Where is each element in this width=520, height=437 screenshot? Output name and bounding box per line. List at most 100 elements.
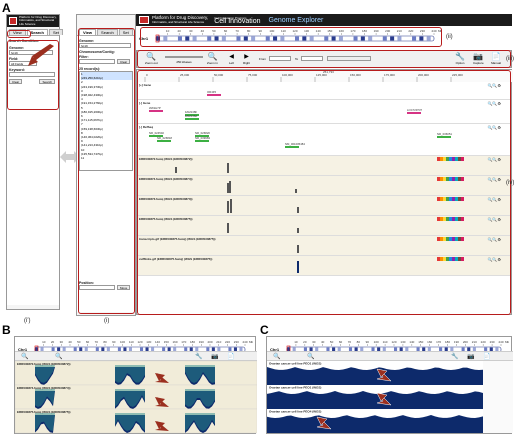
track-controls-icon[interactable]: 🔍🔍⚙ <box>487 177 501 182</box>
color-swatch[interactable] <box>446 257 449 261</box>
chromosome-list-item[interactable]: (171,115,067bp) <box>81 118 103 123</box>
color-swatch[interactable] <box>437 177 440 181</box>
color-swatch[interactable] <box>455 197 458 201</box>
zoom-in-icon[interactable]: 🔍 <box>307 354 315 360</box>
track-name[interactable]: ERR030872.fastq (WGS (ERR030872)) <box>17 362 71 366</box>
zoom-in-button[interactable]: 🔍 Zoom in <box>207 52 218 66</box>
color-swatch[interactable] <box>449 177 452 181</box>
track-controls-icon[interactable]: 🔍🔍⚙ <box>487 101 501 106</box>
gene-feature[interactable] <box>185 118 199 120</box>
color-swatch[interactable] <box>455 177 458 181</box>
color-swatch[interactable] <box>443 217 446 221</box>
chromosome-list-item[interactable]: 2 <box>81 80 83 85</box>
color-swatch[interactable] <box>461 217 464 221</box>
to-input[interactable] <box>301 56 323 61</box>
chromosome-list-item[interactable]: (146,364,022bp) <box>81 135 104 140</box>
gene-feature[interactable] <box>195 140 209 142</box>
manual-icon[interactable]: 📄 <box>227 354 235 360</box>
color-swatch[interactable] <box>440 197 443 201</box>
option-button[interactable]: 🔧 Option <box>455 52 465 66</box>
color-swatch[interactable] <box>455 217 458 221</box>
chromosome-list-item[interactable]: (159,138,663bp) <box>81 126 104 131</box>
color-swatch[interactable] <box>458 257 461 261</box>
track-name[interactable]: Ovarian cancer cell line PEO4 (WGS) <box>269 410 321 414</box>
gene-feature[interactable] <box>437 136 451 138</box>
gene-feature[interactable] <box>195 135 209 137</box>
field-select[interactable]: All Fields <box>9 61 37 66</box>
color-swatch[interactable] <box>461 177 464 181</box>
color-swatch[interactable] <box>443 197 446 201</box>
color-swatch[interactable] <box>446 217 449 221</box>
filter-input[interactable] <box>79 59 115 64</box>
chromosome-list-item[interactable]: 8 <box>81 130 83 135</box>
track-controls-area[interactable] <box>483 409 513 433</box>
track-name[interactable]: ERR030873.fastq (WGS (ERR030873)) <box>139 197 193 201</box>
wrench-icon[interactable]: 🔧 <box>451 354 459 360</box>
chromosome-ideogram[interactable]: 10 20 30 40 50 60 70 80 90 100 110 120 130 140 150 160 1… <box>267 337 513 354</box>
gene-search-input[interactable] <box>327 56 371 61</box>
tab-search[interactable]: Search <box>26 29 48 35</box>
right-button[interactable]: ▶ Right <box>243 54 251 65</box>
zoom-out-icon[interactable]: 🔍 <box>21 354 29 360</box>
color-swatch[interactable] <box>452 217 455 221</box>
color-swatch[interactable] <box>437 217 440 221</box>
color-swatch[interactable] <box>449 257 452 261</box>
gene-feature[interactable] <box>285 146 299 148</box>
track-controls-icon[interactable]: 🔍🔍⚙ <box>487 257 501 262</box>
track-controls-area[interactable] <box>483 361 513 385</box>
manual-button[interactable]: 📄 Manual <box>491 52 501 66</box>
gene-feature[interactable] <box>149 110 163 112</box>
chromosome-list-item[interactable]: (191,154,276bp) <box>81 101 104 106</box>
chromosome-list-item[interactable]: (135,534,747bp) <box>81 151 104 156</box>
tab-set[interactable]: Set <box>118 29 133 35</box>
color-swatch[interactable] <box>446 157 449 161</box>
color-swatch[interactable] <box>452 177 455 181</box>
chromosome-list[interactable]: 1 (249,250,621bp) 2 (243,199,373bp) 3 (198,02… <box>79 71 133 171</box>
track-controls-icon[interactable]: 🔍🔍⚙ <box>487 217 501 222</box>
track-controls-icon[interactable]: 🔍🔍⚙ <box>487 125 501 130</box>
chromosome-ideogram[interactable]: 10 20 30 40 50 60 70 80 90 100 110 120 130 140 150 160 1… <box>136 26 512 50</box>
camera-icon[interactable]: 📷 <box>211 354 219 360</box>
zoom-level-slider[interactable]: 250 kbases <box>165 56 203 64</box>
track-name[interactable]: [-] Gene <box>139 101 151 105</box>
chromosome-list-item[interactable]: 10 <box>81 147 85 152</box>
track-name[interactable]: Ovarian cancer cell line PEO1 (WGS) <box>269 386 321 390</box>
track-name[interactable]: ERR030875.fastq (WGS (ERR030875)) <box>17 410 71 414</box>
gene-feature[interactable] <box>185 114 199 116</box>
genome-select[interactable]: hg19 <box>9 50 53 55</box>
position-input[interactable] <box>79 285 115 290</box>
color-swatch[interactable] <box>452 257 455 261</box>
tab-set[interactable]: Set <box>48 29 63 35</box>
clear-button[interactable]: Clear <box>117 59 131 64</box>
gene-feature[interactable] <box>149 135 163 137</box>
chromosome-list-item[interactable]: 4 <box>81 97 83 102</box>
color-swatch[interactable] <box>461 157 464 161</box>
track-color-strip[interactable] <box>437 197 464 201</box>
chromosome-list-item[interactable]: 1 <box>81 72 132 77</box>
zoom-out-button[interactable]: 🔍 Zoom out <box>145 52 158 66</box>
color-swatch[interactable] <box>458 217 461 221</box>
chromosome-list-item[interactable]: 6 <box>81 114 83 119</box>
chromosome-list-item[interactable]: 11 <box>81 156 85 161</box>
color-swatch[interactable] <box>458 197 461 201</box>
search-button[interactable]: Search <box>39 79 55 84</box>
tab-search[interactable]: Search <box>97 29 118 35</box>
track-color-strip[interactable] <box>437 237 464 241</box>
gene-feature[interactable] <box>157 140 171 142</box>
color-swatch[interactable] <box>455 237 458 241</box>
color-swatch[interactable] <box>461 257 464 261</box>
color-swatch[interactable] <box>449 157 452 161</box>
track-name[interactable]: cufflinks.gtf (ERR030875.fastq) (WGS (ER… <box>139 257 213 261</box>
wrench-icon[interactable]: 🔧 <box>195 354 203 360</box>
color-swatch[interactable] <box>440 217 443 221</box>
color-swatch[interactable] <box>446 237 449 241</box>
track-name[interactable]: ERR030874.fastq (WGS (ERR030874)) <box>139 177 193 181</box>
tab-view[interactable]: View <box>79 29 97 35</box>
track-name[interactable]: ERR030872.fastq (WGS (ERR030872)) <box>139 157 193 161</box>
chromosome-list-item[interactable]: (243,199,373bp) <box>81 84 104 89</box>
manual-icon[interactable]: 📄 <box>483 354 491 360</box>
color-swatch[interactable] <box>440 237 443 241</box>
color-swatch[interactable] <box>449 237 452 241</box>
track-name[interactable]: ERR030874.fastq (WGS (ERR030874)) <box>17 386 71 390</box>
color-swatch[interactable] <box>458 157 461 161</box>
